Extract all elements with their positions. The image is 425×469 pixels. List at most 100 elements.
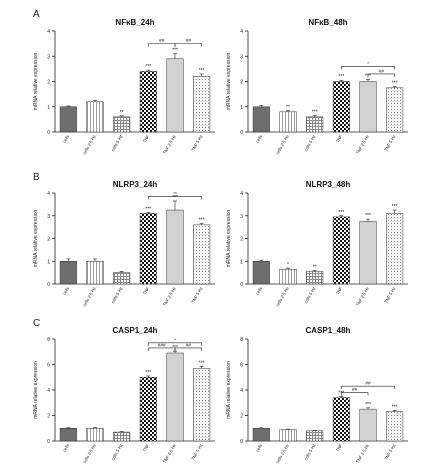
chart-4-y-tick-label-4: 4 (240, 191, 243, 197)
chart-4-x-tick-label-3: cells 5 Hz (303, 286, 316, 304)
chart-6-x-tick-label-2: cells 2.5 Hz (275, 443, 290, 464)
chart-5-y-tick-label-1: 2 (47, 414, 50, 420)
chart-1-bar-1 (59, 106, 77, 133)
chart-5-bar-3 (113, 431, 131, 442)
chart-2-sig-label-2: ** (286, 105, 290, 111)
chart-2-sig-label-6: *** (392, 80, 398, 86)
chart-2-x-tick-label-3: cells 5 Hz (303, 134, 316, 152)
chart-5-x-tick-label-1: cells (62, 443, 71, 453)
chart-5-bar-6 (193, 368, 211, 442)
chart-1-bar-4 (139, 71, 157, 133)
chart-6-bracket-label-2: ## (365, 381, 371, 387)
chart-6-x-tick-label-5: TNF 2.5 Hz (355, 443, 370, 464)
chart-5-bracket-3 (174, 347, 202, 351)
chart-4-bar-2 (279, 268, 297, 285)
chart-1-bracket-label-2: ## (186, 38, 192, 44)
chart-6-x-tick-label-6: TNF 5 Hz (383, 443, 396, 461)
chart-5-x-tick-label-2: cells 2.5 Hz (82, 443, 97, 464)
chart-6-y-tick-label-1: 2 (240, 414, 243, 420)
chart-6-bar-5 (359, 408, 377, 442)
chart-3-bracket-label-1: ** (173, 191, 177, 197)
chart-5-sig-label-4: *** (145, 370, 151, 376)
chart-6-bracket-1 (341, 392, 369, 396)
chart-6-bar-6 (386, 411, 404, 442)
chart-6-y-tick-label-3: 6 (240, 363, 243, 369)
chart-5-bar-2 (86, 428, 104, 442)
chart-1-sig-label-4: *** (145, 64, 151, 70)
chart-3-sig-label-6: *** (199, 218, 205, 224)
chart-4-x-tick-label-6: TNF 5 Hz (383, 286, 396, 304)
chart-6-x-tick-label-1: cells (255, 443, 264, 453)
chart-5-bracket-label-3: ## (186, 342, 192, 348)
chart-1-bar-3 (113, 116, 131, 133)
chart-3-bar-4 (139, 213, 157, 285)
chart-1-y-tick-label-4: 4 (47, 29, 50, 35)
chart-4-x-tick-label-2: cells 2.5 Hz (275, 286, 290, 307)
chart-3-bar-5 (166, 209, 184, 285)
chart-2-bar-5 (359, 81, 377, 133)
chart-1-x-tick-label-4: TNF (142, 134, 151, 144)
chart-3-y-tick-label-1: 1 (47, 259, 50, 265)
chart-1-x-tick-label-3: cells 5 Hz (110, 134, 123, 152)
chart-3-x-tick-label-6: TNF 5 Hz (190, 286, 203, 304)
chart-5-sig-label-6: *** (199, 360, 205, 366)
chart-4-sig-label-5: *** (365, 213, 371, 219)
chart-6-sig-label-5: *** (365, 402, 371, 408)
chart-4-x-tick-label-1: cells (255, 286, 264, 296)
chart-2-bar-4 (332, 81, 350, 133)
chart-3-bar-2 (86, 261, 104, 285)
chart-2-bar-3 (306, 116, 324, 133)
chart-6-y-tick-label-0: 0 (240, 439, 243, 445)
chart-6-y-tick-label-2: 4 (240, 388, 243, 394)
chart-4-bar-3 (306, 271, 324, 285)
chart-2-sig-label-3: *** (312, 110, 318, 116)
chart-3-x-tick-label-3: cells 5 Hz (110, 286, 123, 304)
chart-3-x-tick-label-5: TNF 2.5 Hz (162, 286, 177, 307)
chart-5-bracket-label-2: ### (158, 342, 166, 348)
chart-6-bar-4 (332, 397, 350, 442)
chart-4-y-tick-label-0: 0 (240, 282, 243, 288)
chart-5-x-tick-label-4: TNF (142, 443, 151, 453)
chart-5-y-tick-label-0: 0 (47, 439, 50, 445)
chart-3-y-tick-label-3: 3 (47, 214, 50, 220)
chart-2-bar-6 (386, 87, 404, 133)
chart-2-sig-label-4: *** (338, 74, 344, 80)
chart-4-sig-label-4: *** (338, 210, 344, 216)
chart-2-bracket-2 (367, 73, 395, 77)
chart-2-bracket-1 (341, 66, 395, 70)
chart-6-title: CASP1_48h (306, 326, 351, 335)
chart-2-bar-1 (252, 106, 270, 133)
chart-5-y-tick-label-3: 6 (47, 363, 50, 369)
chart-3-x-tick-label-4: TNF (142, 286, 151, 296)
chart-4-bar-1 (252, 261, 270, 285)
chart-2-x-tick-label-4: TNF (335, 134, 344, 144)
chart-1-y-tick-label-0: 0 (47, 130, 50, 136)
chart-1-title: NFκB_24h (115, 18, 154, 27)
chart-2-title: NFκB_48h (308, 18, 347, 27)
chart-3-bracket-1 (148, 196, 202, 200)
chart-3-y-tick-label-4: 4 (47, 191, 50, 197)
chart-4-sig-label-6: *** (392, 204, 398, 210)
chart-1-y-axis-label: mRNA relative expression (33, 53, 39, 111)
chart-6-x-tick-label-3: cells 5 Hz (303, 443, 316, 461)
chart-5-y-tick-label-2: 4 (47, 388, 50, 394)
chart-4-y-axis-label: mRNA relative expression (226, 210, 232, 268)
chart-1-bar-5 (166, 58, 184, 133)
chart-3-bar-3 (113, 272, 131, 285)
chart-6-bar-1 (252, 428, 270, 442)
chart-4-sig-label-3: ** (313, 264, 317, 270)
chart-5-x-tick-label-5: TNF 2.5 Hz (162, 443, 177, 464)
chart-2-y-axis-label: mRNA relative expression (226, 53, 232, 111)
chart-2-y-tick-label-2: 2 (240, 80, 243, 86)
chart-3-y-tick-label-0: 0 (47, 282, 50, 288)
chart-4-y-tick-label-1: 1 (240, 259, 243, 265)
chart-2-y-tick-label-4: 4 (240, 29, 243, 35)
chart-1-bracket-2 (174, 43, 202, 47)
chart-4-y-tick-label-3: 3 (240, 214, 243, 220)
chart-4-bar-6 (386, 213, 404, 285)
chart-5-x-tick-label-3: cells 5 Hz (110, 443, 123, 461)
chart-3-sig-label-5: *** (172, 195, 178, 201)
chart-6-bar-2 (279, 429, 297, 442)
